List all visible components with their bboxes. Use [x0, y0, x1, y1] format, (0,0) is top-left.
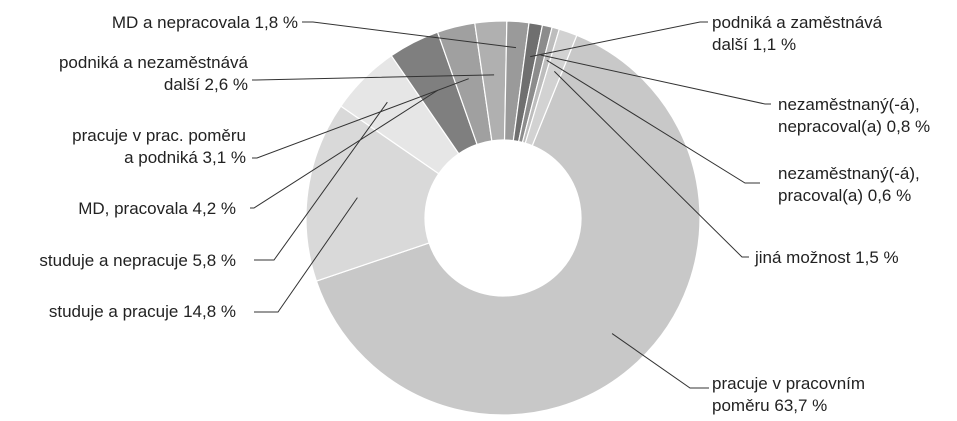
slice-label-1: studuje a pracuje 14,8 % [49, 302, 236, 321]
leader-line-3 [250, 89, 439, 209]
slice-label-line: podniká a nezaměstnává [59, 53, 249, 72]
leader-line-5 [252, 74, 495, 81]
slice-label-2: studuje a nepracuje 5,8 % [39, 251, 236, 270]
slice-label-line: nezaměstnaný(-á), [778, 164, 920, 183]
leader-line-4 [252, 78, 469, 159]
slice-label-line: nepracoval(a) 0,8 % [778, 117, 930, 136]
slice-label-line: jiná možnost 1,5 % [754, 248, 899, 267]
slice-label-line: MD, pracovala 4,2 % [78, 199, 236, 218]
leader-line-10 [553, 71, 749, 258]
slice-label-10: jiná možnost 1,5 % [754, 248, 899, 267]
leader-line-9 [546, 59, 760, 184]
leader-line-7 [530, 21, 708, 58]
slice-label-7: podniká a zaměstnává další 1,1 % [712, 13, 883, 54]
slice-label-line: pracuje v pracovním [712, 374, 865, 393]
slice-0 [315, 34, 701, 416]
slice-label-6: MD a nepracovala 1,8 % [112, 13, 298, 32]
slice-1 [305, 105, 440, 282]
slice-label-line: poměru 63,7 % [712, 396, 827, 415]
slice-label-line: studuje a nepracuje 5,8 % [39, 251, 236, 270]
slice-label-3: MD, pracovala 4,2 % [78, 199, 236, 218]
slice-labels: pracuje v pracovním poměru 63,7 % studuje … [39, 13, 930, 415]
slice-label-line: MD a nepracovala 1,8 % [112, 13, 298, 32]
leader-lines [250, 21, 771, 389]
slice-label-line: další 2,6 % [164, 75, 248, 94]
slice-label-line: další 1,1 % [712, 35, 796, 54]
slice-label-line: studuje a pracuje 14,8 % [49, 302, 236, 321]
slice-label-line: podniká a zaměstnává [712, 13, 883, 32]
slice-label-0: pracuje v pracovním poměru 63,7 % [712, 374, 865, 415]
slice-label-9: nezaměstnaný(-á), pracoval(a) 0,6 % [778, 164, 920, 205]
slice-label-5: podniká a nezaměstnává další 2,6 % [59, 53, 249, 94]
slice-10 [524, 28, 578, 147]
slice-label-4: pracuje v prac. poměru a podniká 3,1 % [72, 126, 246, 167]
slice-label-line: pracuje v prac. poměru [72, 126, 246, 145]
leader-line-2 [254, 101, 388, 261]
slice-label-line: nezaměstnaný(-á), [778, 95, 920, 114]
donut-slices [305, 20, 701, 416]
leader-line-8 [540, 54, 771, 105]
leader-line-6 [302, 21, 517, 49]
slice-label-8: nezaměstnaný(-á), nepracoval(a) 0,8 % [778, 95, 930, 136]
slice-label-line: pracoval(a) 0,6 % [778, 186, 911, 205]
leader-line-1 [254, 197, 358, 313]
leader-line-0 [611, 333, 709, 389]
slice-label-line: a podniká 3,1 % [124, 148, 246, 167]
